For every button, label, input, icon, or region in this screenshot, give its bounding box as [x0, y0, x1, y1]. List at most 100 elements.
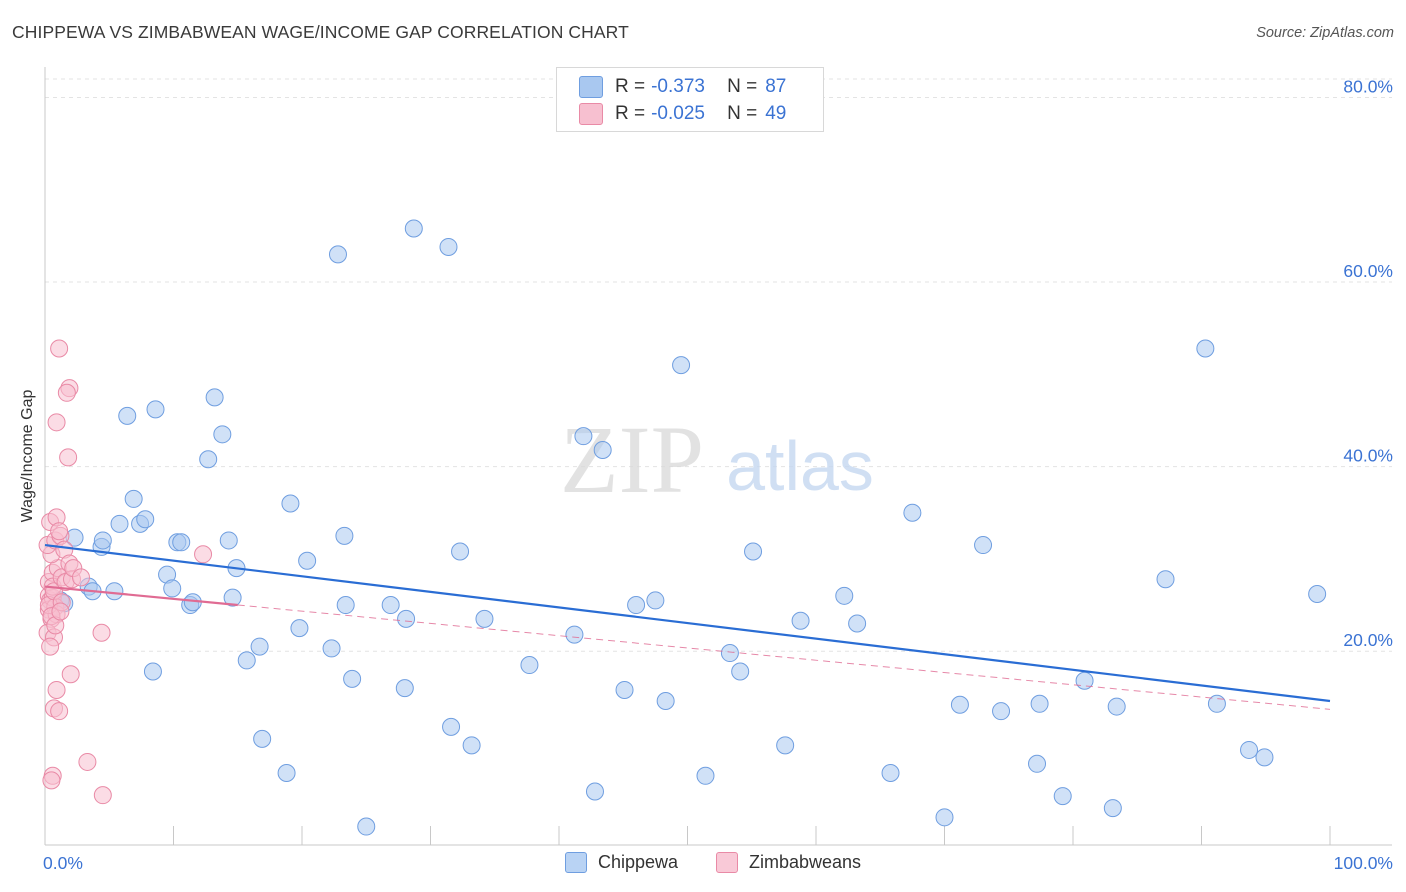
data-point — [397, 609, 416, 628]
data-point — [50, 339, 69, 358]
data-point — [281, 494, 300, 513]
data-point — [672, 356, 691, 375]
legend-swatch-chippewa — [565, 852, 587, 873]
data-point — [646, 591, 665, 610]
legend-r-label: R = — [615, 76, 646, 97]
data-point — [57, 383, 76, 402]
data-point — [199, 450, 218, 469]
legend-item-zimbabweans[interactable]: Zimbabweans — [716, 852, 861, 873]
data-point — [731, 662, 750, 681]
data-point — [593, 441, 612, 460]
data-point — [50, 702, 69, 721]
axes — [44, 67, 1392, 846]
data-point — [213, 425, 232, 444]
data-point — [42, 771, 61, 790]
data-point — [1107, 697, 1126, 716]
series-chippewa — [51, 219, 1327, 836]
data-point — [61, 665, 80, 684]
data-point — [776, 736, 795, 755]
data-point — [1308, 584, 1327, 603]
data-point — [143, 662, 162, 681]
legend-n-value: 87 — [765, 76, 787, 97]
data-point — [903, 503, 922, 522]
data-point — [565, 625, 584, 644]
data-point — [935, 808, 954, 827]
data-point — [974, 536, 993, 555]
watermark-atlas: atlas — [726, 427, 874, 505]
legend-item-chippewa[interactable]: Chippewa — [565, 852, 678, 873]
legend-r-label: R = — [615, 103, 646, 124]
data-point — [1255, 748, 1274, 767]
data-point — [395, 679, 414, 698]
data-point — [51, 602, 70, 621]
data-point — [93, 531, 112, 550]
data-point — [71, 568, 90, 587]
y-tick-labels: 20.0% 40.0% 60.0% 80.0% — [1343, 76, 1393, 650]
x-tick-label-min: 0.0% — [43, 853, 83, 873]
gridlines — [45, 78, 1392, 652]
data-point — [290, 619, 309, 638]
legend-swatch-zimbabweans — [579, 103, 603, 125]
data-point — [744, 542, 763, 561]
data-point — [451, 542, 470, 561]
legend-swatch-zimbabweans — [716, 852, 738, 873]
data-point — [615, 680, 634, 699]
data-point — [1240, 740, 1259, 759]
series-zimbabweans — [38, 339, 213, 805]
data-point — [1028, 754, 1047, 773]
data-point — [47, 680, 66, 699]
data-point — [462, 736, 481, 755]
data-point — [194, 545, 213, 564]
data-point — [50, 522, 69, 541]
data-point — [223, 588, 242, 607]
data-point — [835, 586, 854, 605]
data-point — [520, 656, 539, 675]
data-point — [47, 413, 66, 432]
data-point — [277, 764, 296, 783]
data-point — [1030, 694, 1049, 713]
data-point — [656, 692, 675, 711]
data-point — [574, 427, 593, 446]
legend-row-chippewa: R = -0.373 N = 87 — [579, 74, 786, 100]
x-tick-label-max: 100.0% — [1333, 853, 1393, 873]
trend-line-chippewa — [44, 543, 1331, 703]
data-point — [475, 609, 494, 628]
data-point — [1156, 570, 1175, 589]
data-point — [1207, 694, 1226, 713]
data-point — [328, 245, 347, 264]
legend-n-label: N = — [727, 103, 758, 124]
trend-line-zimbabweans-dashed — [237, 604, 1331, 710]
legend-r-value: -0.373 — [651, 76, 705, 97]
data-point — [41, 637, 60, 656]
data-point — [1053, 787, 1072, 806]
data-point — [146, 400, 165, 419]
data-point — [442, 717, 461, 736]
watermark-zip: ZIP — [560, 406, 704, 513]
data-point — [136, 510, 155, 529]
trend-line-zimbabweans — [44, 585, 238, 607]
data-point — [92, 623, 111, 642]
data-point — [124, 489, 143, 508]
y-tick-label: 80.0% — [1343, 76, 1393, 96]
data-point — [118, 406, 137, 425]
data-point — [1103, 799, 1122, 818]
data-point — [357, 817, 376, 836]
stats-legend: R = -0.373 N = 87 R = -0.025 N = 49 — [556, 67, 824, 132]
data-point — [298, 551, 317, 570]
data-point — [93, 786, 112, 805]
data-point — [336, 596, 355, 615]
data-point — [627, 596, 646, 615]
data-point — [172, 533, 191, 552]
data-point — [163, 579, 182, 598]
data-point — [59, 448, 78, 467]
data-point — [322, 639, 341, 658]
data-point — [105, 582, 124, 601]
y-tick-label: 40.0% — [1343, 446, 1393, 466]
y-tick-label: 20.0% — [1343, 630, 1393, 650]
data-point — [343, 669, 362, 688]
data-point — [848, 614, 867, 633]
data-point — [205, 388, 224, 407]
data-point — [950, 695, 969, 714]
data-point — [881, 764, 900, 783]
source-label: Source: ZipAtlas.com — [1256, 25, 1394, 41]
